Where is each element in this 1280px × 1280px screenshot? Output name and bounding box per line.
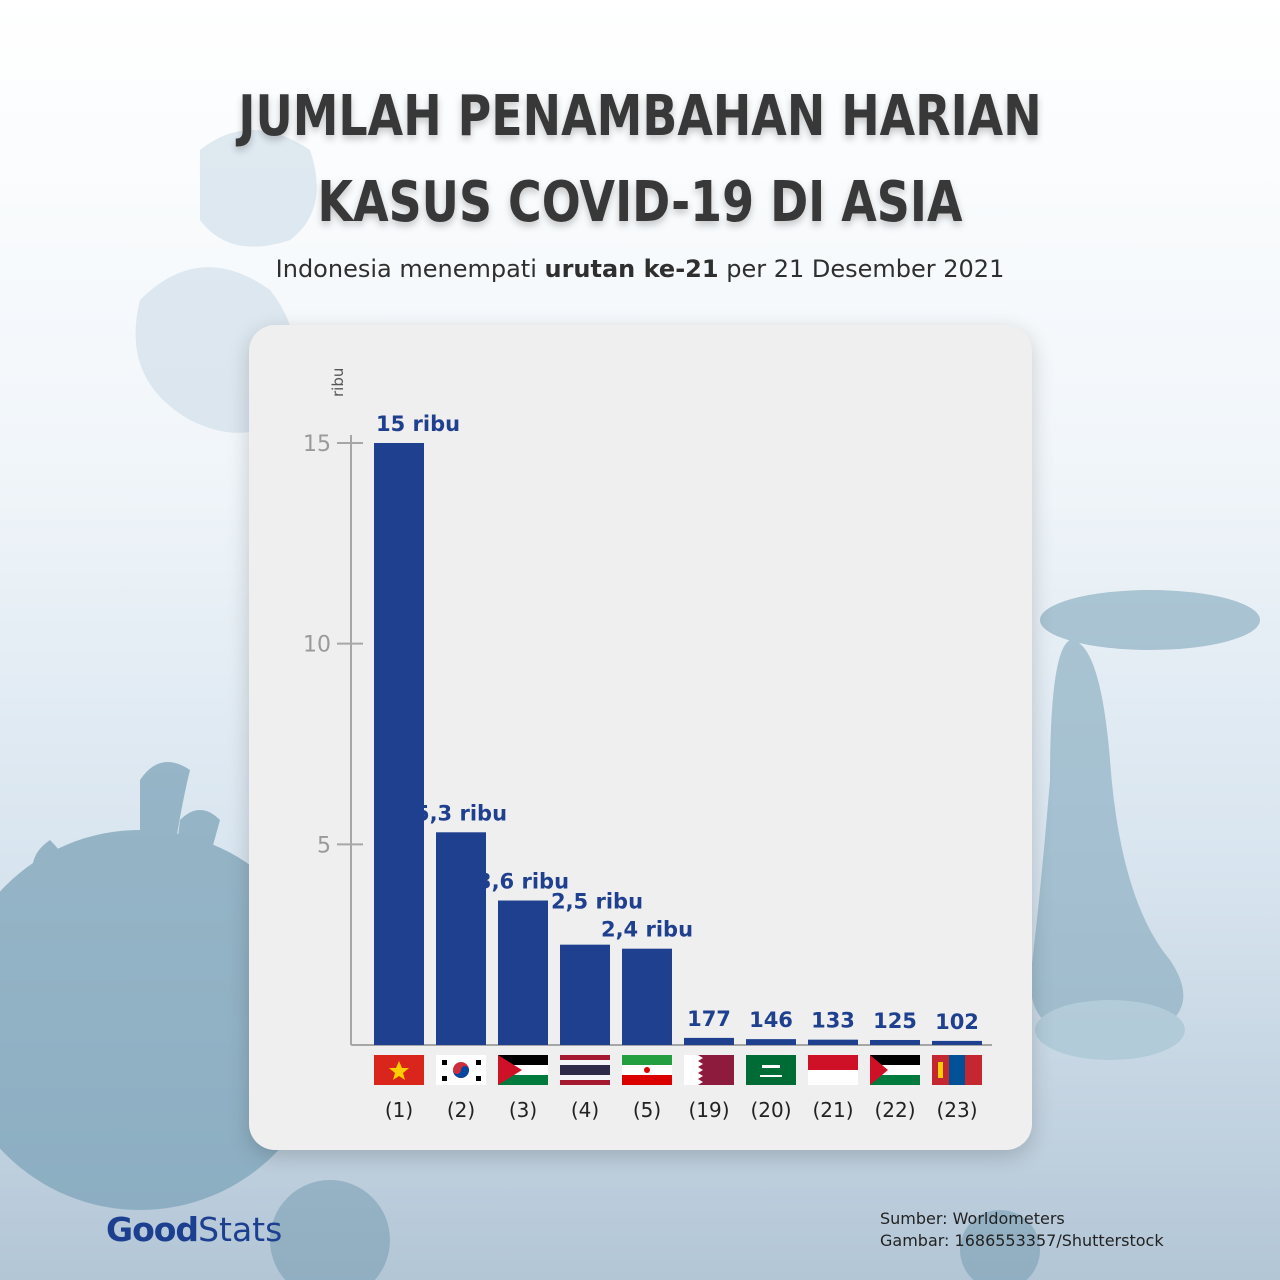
- bar: [560, 944, 610, 1045]
- category-label: (22): [874, 1098, 915, 1122]
- y-axis-label: ribu: [329, 368, 347, 397]
- bar: [870, 1039, 920, 1045]
- bar-value-label-annotation: 2,5 ribu: [551, 890, 643, 914]
- title-line-1: JUMLAH PENAMBAHAN HARIAN: [238, 84, 1042, 149]
- bar: [436, 832, 486, 1045]
- south-korea-flag-icon: [436, 1055, 486, 1085]
- bar: [808, 1039, 858, 1045]
- subtitle-post: per 21 Desember 2021: [718, 255, 1005, 283]
- category-label: (5): [633, 1098, 661, 1122]
- bar: [932, 1040, 982, 1045]
- bar-value-label: 15 ribu: [376, 412, 460, 436]
- mongolia-flag-icon: [932, 1055, 982, 1085]
- vietnam-flag-icon: [374, 1055, 424, 1085]
- category-label: (21): [812, 1098, 853, 1122]
- indonesia-flag-icon: [808, 1055, 858, 1085]
- category-label: (3): [509, 1098, 537, 1122]
- bar-value-label: 177: [687, 1007, 731, 1031]
- bar-value-label: 133: [811, 1009, 855, 1033]
- logo-good: Good: [106, 1210, 199, 1249]
- bar: [374, 443, 424, 1045]
- bar-value-label: 102: [935, 1010, 979, 1034]
- category-label: (20): [750, 1098, 791, 1122]
- bar-value-label: 146: [749, 1008, 793, 1032]
- category-label: (19): [688, 1098, 729, 1122]
- logo-stats: Stats: [198, 1210, 283, 1249]
- bar-value-label: 3,6 ribu: [477, 870, 569, 894]
- category-label: (1): [385, 1098, 413, 1122]
- subtitle-bold: urutan ke-21: [544, 255, 719, 283]
- bar-value-label: 5,3 ribu: [415, 801, 507, 825]
- image-credit-line: Gambar: 1686553357/Shutterstock: [880, 1231, 1164, 1250]
- bar-value-label: 125: [873, 1009, 917, 1033]
- y-tick-label: 10: [303, 633, 331, 658]
- subtitle: Indonesia menempati urutan ke-21 per 21 …: [0, 255, 1280, 283]
- iran-flag-icon: [622, 1055, 672, 1085]
- title-line-2: KASUS COVID-19 DI ASIA: [317, 170, 963, 235]
- qatar-flag-icon: [684, 1055, 734, 1085]
- subtitle-pre: Indonesia menempati: [275, 255, 545, 283]
- category-label: (2): [447, 1098, 475, 1122]
- bar: [622, 948, 672, 1045]
- category-label: (4): [571, 1098, 599, 1122]
- jordan-flag-icon: [498, 1055, 548, 1085]
- y-tick-label: 15: [303, 432, 331, 457]
- source-credits: Sumber: Worldometers Gambar: 1686553357/…: [880, 1208, 1164, 1252]
- source-line: Sumber: Worldometers: [880, 1209, 1065, 1228]
- goodstats-logo: GoodStats: [106, 1210, 282, 1249]
- saudi-arabia-flag-icon: [746, 1055, 796, 1085]
- category-label: (23): [936, 1098, 977, 1122]
- palestine-flag-icon: [870, 1055, 920, 1085]
- y-tick-label: 5: [317, 833, 331, 858]
- bar-value-label: 2,4 ribu: [601, 918, 693, 942]
- bar: [746, 1039, 796, 1045]
- bar-chart: 15 10 5 ribu 15 ribu 5,3 ribu 3,6 ribu 2,4 ribu…: [303, 368, 992, 1122]
- bar: [498, 900, 548, 1045]
- thailand-flag-icon: [560, 1055, 610, 1085]
- bar: [684, 1037, 734, 1045]
